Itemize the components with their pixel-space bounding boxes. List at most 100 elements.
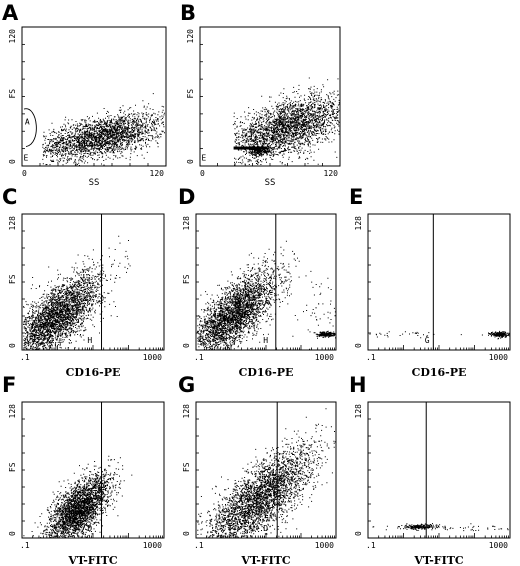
x-tick-label-min: 0 [200, 169, 205, 178]
panel-f: F 0 128 .1 1000 FS VT-FITC D [2, 373, 165, 566]
y-axis-label: FS [8, 274, 17, 284]
scatter-points [42, 93, 165, 166]
y-tick-label-min: 0 [8, 159, 17, 164]
scatter-points [197, 408, 336, 538]
y-tick-label-min: 0 [186, 159, 195, 164]
x-tick-label-min: .1 [20, 541, 30, 550]
x-tick-label-max: 120 [324, 169, 339, 178]
gate-bar [233, 146, 268, 150]
x-axis-label: CD16-PE [239, 366, 294, 379]
y-tick-label-min: 0 [182, 343, 191, 348]
x-tick-label-min: .1 [194, 353, 204, 362]
ticks [367, 401, 511, 539]
x-axis-label: CD16-PE [66, 366, 121, 379]
x-tick-label-max: 1000 [315, 353, 334, 362]
y-tick-label-max: 120 [186, 29, 195, 44]
panel-letter-a: A [2, 1, 19, 25]
x-tick-label-max: 1000 [315, 541, 334, 550]
scatter-points [232, 77, 340, 166]
gates: G [425, 214, 434, 350]
gate-label: G [425, 336, 430, 345]
scatter-point [23, 235, 131, 350]
scatter-point [23, 455, 133, 538]
panel-letter-h: H [349, 373, 367, 397]
gate-label: H [263, 336, 268, 345]
ticks [21, 26, 167, 167]
gate-label: D [87, 524, 92, 533]
x-tick-label-max: 1000 [489, 541, 508, 550]
y-axis-label: FS [182, 462, 191, 472]
scatter-points [23, 455, 133, 538]
scatter-point [372, 523, 509, 532]
x-tick-label-max: 1000 [489, 353, 508, 362]
gates: D [263, 402, 278, 538]
y-tick-label-max: 128 [182, 404, 191, 419]
x-tick-label-max: 1000 [143, 353, 162, 362]
x-axis-label: SS [89, 178, 100, 188]
x-tick-label-min: .1 [366, 541, 376, 550]
scatter-point [42, 93, 165, 166]
y-tick-label-min: 0 [8, 343, 17, 348]
panel-letter-b: B [180, 1, 196, 25]
panel-e: E 0 128 .1 1000 CD16-PE G [349, 185, 511, 379]
gates: C [415, 402, 427, 538]
panel-g: G 0 128 .1 1000 FS VT-FITC D [178, 373, 337, 566]
gates: PE [201, 128, 268, 162]
gate-label: E [23, 153, 28, 162]
panel-h: H 0 128 .1 1000 VT-FITC C [349, 373, 511, 566]
y-axis-label: FS [186, 89, 195, 99]
y-tick-label-max: 128 [354, 404, 363, 419]
gate-label: H [87, 336, 92, 345]
x-tick-label-min: .1 [194, 541, 204, 550]
panel-c: C 0 128 .1 1000 FS CD16-PE H [2, 185, 165, 379]
x-tick-label-min: 0 [22, 169, 27, 178]
y-tick-label-max: 128 [354, 216, 363, 231]
panel-letter-d: D [178, 185, 195, 209]
x-axis-label: SS [265, 178, 276, 188]
x-tick-label-min: .1 [366, 353, 376, 362]
y-axis-label: FS [8, 89, 17, 99]
scatter-point [197, 240, 336, 350]
gate-outline [23, 108, 37, 147]
panel-letter-g: G [178, 373, 195, 397]
y-axis-label: FS [8, 462, 17, 472]
scatter-points [197, 240, 336, 350]
y-tick-label-max: 128 [8, 216, 17, 231]
y-tick-label-min: 0 [354, 531, 363, 536]
panel-letter-c: C [2, 185, 17, 209]
panel-letter-e: E [349, 185, 363, 209]
scatter-points [369, 330, 510, 340]
x-axis-label: CD16-PE [412, 366, 467, 379]
y-axis-label: FS [182, 274, 191, 284]
y-tick-label-max: 128 [8, 404, 17, 419]
y-tick-label-min: 0 [354, 343, 363, 348]
scatter-point [197, 408, 336, 538]
panel-b: B 0 120 0 120 FS SS PE [180, 1, 341, 188]
x-tick-label-max: 1000 [143, 541, 162, 550]
gate-label: P [250, 128, 255, 137]
x-tick-label-max: 120 [150, 169, 165, 178]
y-tick-label-min: 0 [182, 531, 191, 536]
scatter-points [372, 523, 509, 532]
y-tick-label-max: 128 [182, 216, 191, 231]
scatter-point [232, 77, 340, 166]
gates: AE [23, 108, 37, 162]
gate-label: C [415, 524, 420, 533]
scatter-point [369, 330, 510, 340]
scatter-points [23, 235, 131, 350]
plot-frame [367, 213, 511, 351]
x-axis-label: VT-FITC [240, 554, 291, 566]
panel-letter-f: F [2, 373, 16, 397]
x-axis-label: VT-FITC [413, 554, 464, 566]
gates: D [87, 402, 103, 538]
x-axis-label: VT-FITC [67, 554, 118, 566]
x-tick-label-min: .1 [20, 353, 30, 362]
y-tick-label-min: 0 [8, 531, 17, 536]
ticks [367, 213, 511, 351]
gates: H [263, 214, 277, 350]
ticks [21, 401, 165, 539]
gate-label: A [25, 117, 30, 126]
y-tick-label-max: 120 [8, 29, 17, 44]
